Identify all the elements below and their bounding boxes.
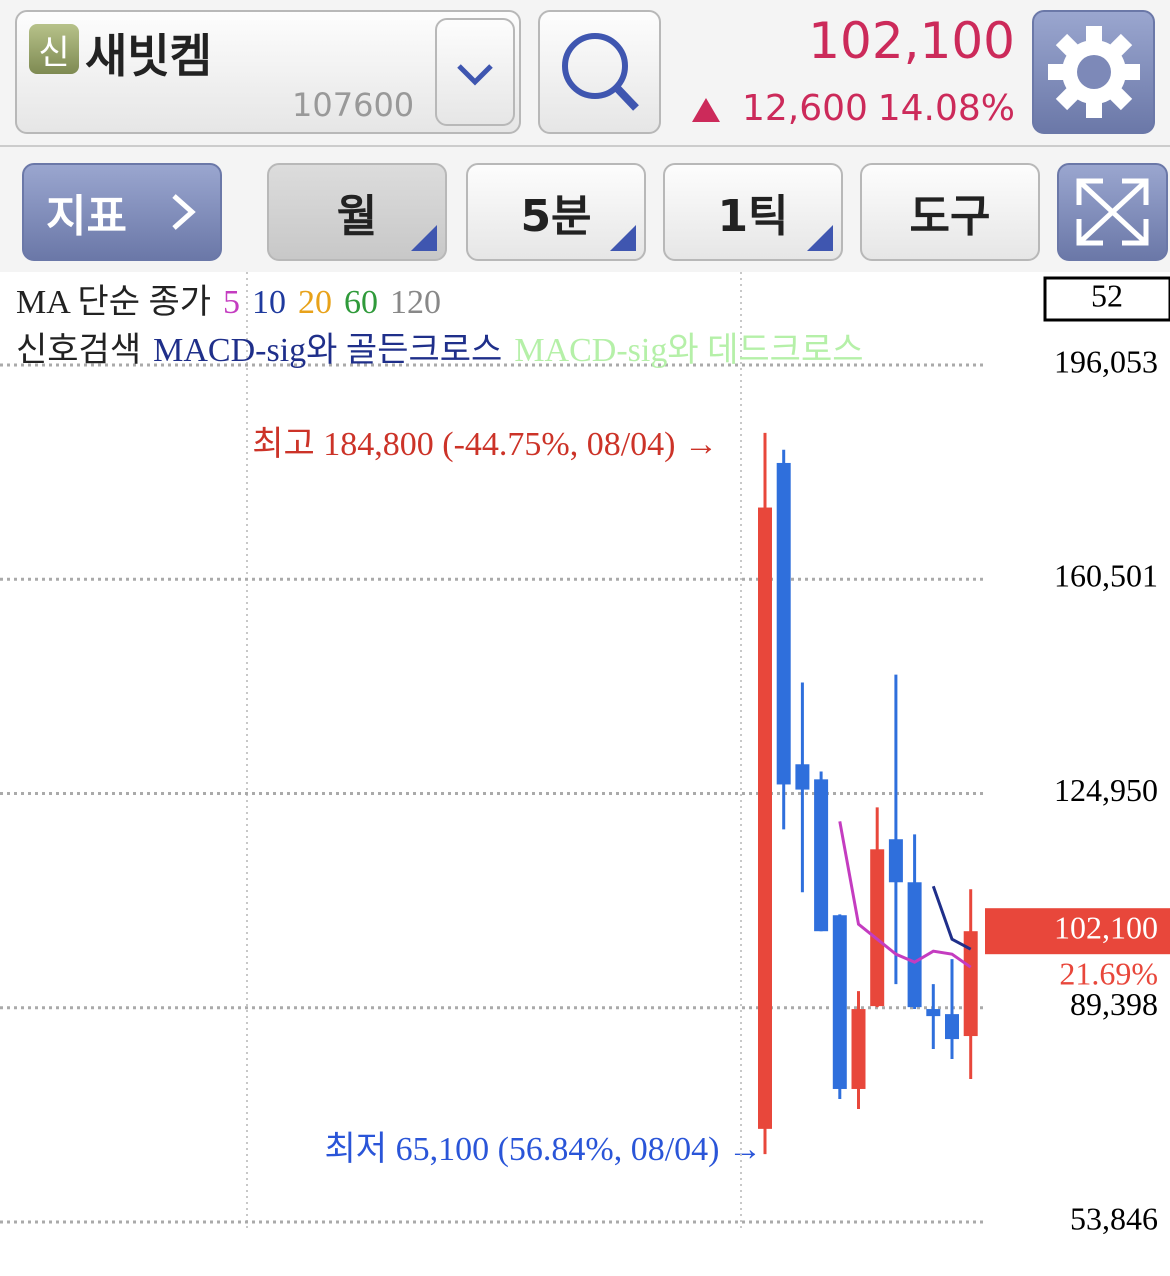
price: 102,100: [808, 12, 1015, 70]
y-tick-label: 196,053: [1054, 343, 1158, 379]
ma-line: [838, 821, 972, 969]
chevron-right: [172, 194, 196, 230]
high-annotation: 최고 184,800 (-44.75%, 08/04) →: [252, 426, 718, 463]
indicator-label: 지표: [46, 191, 127, 242]
signal: MACD-sig와 골든크로스: [153, 332, 503, 369]
candle-body: [888, 839, 903, 883]
candle-body: [832, 915, 847, 1089]
period-button[interactable]: 1틱: [663, 163, 843, 261]
change-pct: 14.08%: [877, 88, 1015, 129]
ma-period: 5: [223, 284, 241, 321]
ma-period: 120: [390, 284, 442, 321]
button-label: 월: [336, 191, 378, 242]
candle-body: [870, 849, 885, 1007]
candle-body: [926, 1009, 941, 1017]
button-label: 5분: [520, 191, 592, 242]
dropdown-button[interactable]: [435, 18, 515, 126]
gear-icon: [1048, 26, 1140, 118]
period-button[interactable]: 5분: [466, 163, 646, 261]
count: 52: [1091, 277, 1123, 313]
up-arrow: [692, 98, 720, 122]
current-price-box: [985, 908, 1170, 955]
y-tick-label: 124,950: [1054, 772, 1158, 808]
signal-label: 신호검색: [16, 332, 142, 369]
candle-body: [758, 507, 772, 1129]
period-button[interactable]: 월: [267, 163, 447, 261]
badge: 신: [29, 24, 79, 74]
y-tick-label: 89,398: [1070, 986, 1158, 1022]
button-label: 1틱: [717, 191, 789, 242]
signal: MACD-sig와 데드크로스: [514, 332, 864, 369]
stock-name: 새빗켐: [85, 29, 212, 83]
candle-body: [945, 1014, 959, 1040]
indicator-button[interactable]: 지표: [22, 163, 222, 261]
ma-period: 10: [252, 284, 287, 321]
stock-code: 107600: [292, 86, 415, 124]
candle-body: [963, 931, 978, 1037]
ma-period: 20: [298, 284, 333, 321]
change: 12,600: [742, 88, 868, 129]
current-price: 102,100: [1054, 910, 1158, 946]
signal-legend: 신호검색 MACD-sig와 골든크로스 MACD-sig와 데드크로스: [16, 322, 876, 371]
count-box: [1043, 276, 1170, 322]
expand-icon: [1076, 178, 1149, 246]
y-tick-label: 53,846: [1070, 1200, 1158, 1236]
button-label: 도구: [909, 191, 991, 242]
candle-body: [795, 764, 810, 790]
ma-label: MA 단순 종가: [16, 284, 212, 321]
candle-body: [776, 462, 791, 785]
low-annotation: 최저 65,100 (56.84%, 08/04) →: [325, 1131, 762, 1168]
search-button[interactable]: [538, 10, 661, 134]
ma-legend: MA 단순 종가 5 10 20 60 120: [16, 274, 453, 323]
current-pct: 21.69%: [1059, 956, 1158, 992]
ma-period: 60: [344, 284, 379, 321]
search-icon: [562, 33, 639, 111]
tools-button[interactable]: 도구: [860, 163, 1040, 261]
header: 신 새빗켐 107600 102,100 12,600 14.08%: [0, 0, 1170, 147]
candle-body: [851, 1009, 866, 1089]
candle-body: [814, 779, 829, 932]
y-tick-label: 160,501: [1054, 558, 1158, 594]
toolbar: 지표 월 5분 1틱 도구: [0, 147, 1170, 272]
expand-button[interactable]: [1057, 163, 1168, 261]
candle-body: [907, 882, 922, 1008]
stock-selector[interactable]: 신 새빗켐 107600: [15, 10, 521, 134]
chevron-icon: [457, 64, 493, 86]
settings-button[interactable]: [1032, 10, 1155, 134]
ma-line: [931, 885, 972, 951]
